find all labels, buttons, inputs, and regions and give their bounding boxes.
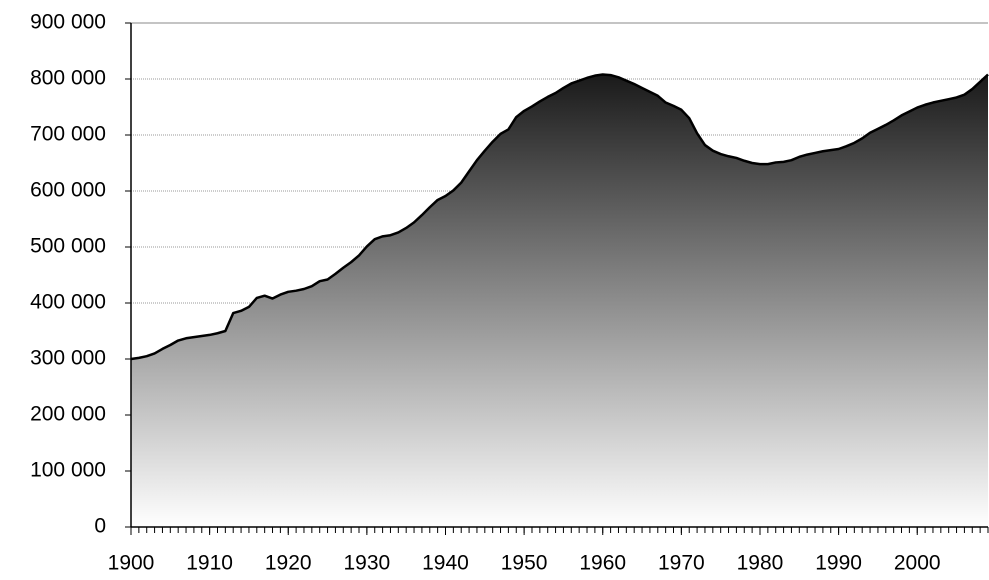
x-tick-label: 1940 xyxy=(422,552,469,575)
y-tick-label: 500 000 xyxy=(30,235,106,258)
area-fill xyxy=(131,74,988,528)
x-tick-label: 1970 xyxy=(658,552,705,575)
y-tick-label: 100 000 xyxy=(30,459,106,482)
x-tick-label: 1980 xyxy=(737,552,784,575)
y-tick-label: 200 000 xyxy=(30,403,106,426)
x-tick-label: 1930 xyxy=(344,552,391,575)
x-tick-label: 1990 xyxy=(815,552,862,575)
x-tick-label: 1910 xyxy=(186,552,233,575)
y-tick-label: 0 xyxy=(94,515,106,538)
x-tick-label: 1920 xyxy=(265,552,312,575)
y-tick-label: 900 000 xyxy=(30,11,106,34)
x-tick-label: 1900 xyxy=(108,552,155,575)
y-tick-label: 300 000 xyxy=(30,347,106,370)
y-tick-label: 400 000 xyxy=(30,291,106,314)
area-line xyxy=(130,73,989,361)
x-tick-label: 1950 xyxy=(501,552,548,575)
y-tick-label: 700 000 xyxy=(30,123,106,146)
x-tick-label: 1960 xyxy=(579,552,626,575)
y-tick-label: 600 000 xyxy=(30,179,106,202)
x-tick-label: 2000 xyxy=(894,552,941,575)
y-tick-label: 800 000 xyxy=(30,67,106,90)
